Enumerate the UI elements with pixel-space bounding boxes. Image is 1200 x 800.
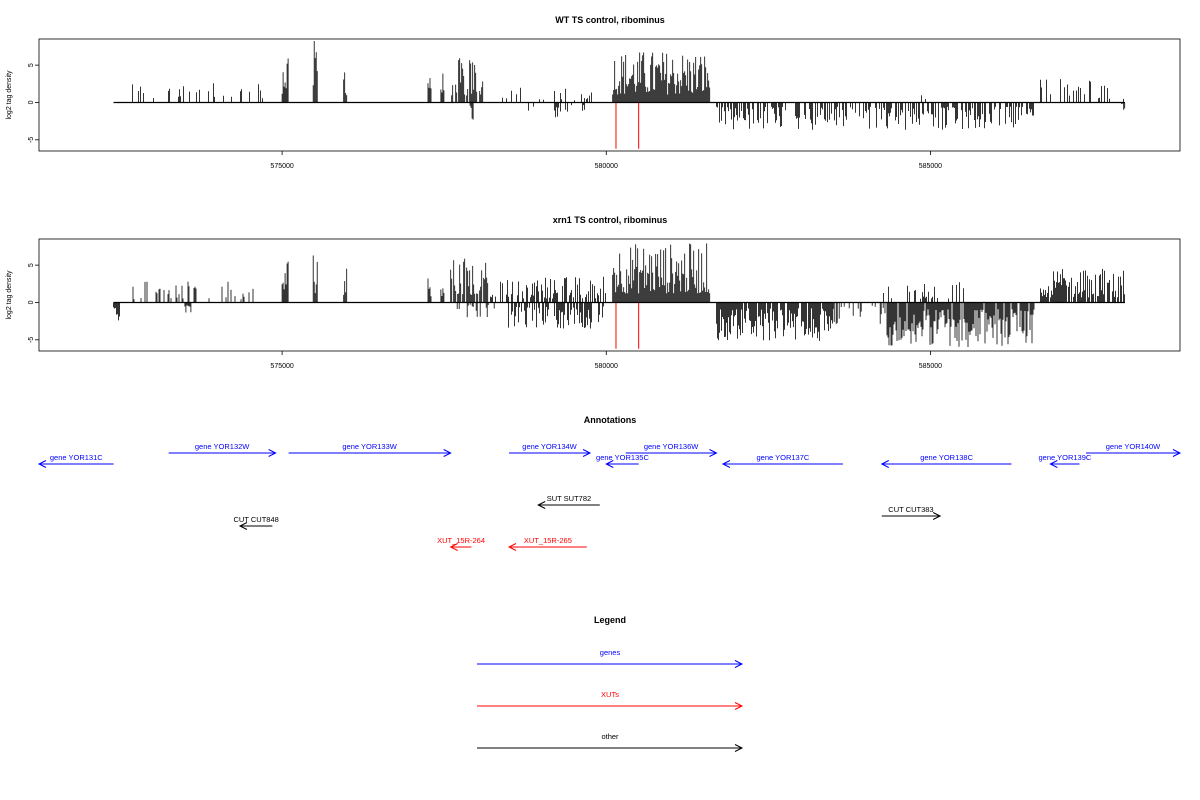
annotation-label: gene YOR140W [1106,442,1161,451]
annotation-feature: gene YOR140W [1085,442,1182,457]
y-tick-label: 0 [28,300,35,304]
annotation-arrow-head [443,449,452,457]
annotation-arrow-head [709,449,718,457]
annotation-label: XUT_15R-265 [524,536,572,545]
xrn1-coverage-panel: xrn1 TS control, ribominus log2 tag dens… [6,215,1181,370]
legend-arrow-head [734,744,744,752]
annotation-label: gene YOR139C [1039,453,1092,462]
xrn1-ticks-layer: 5 0 -5 575000 580000 585000 [28,263,942,370]
annotation-feature: CUT CUT383 [881,505,942,520]
annotation-arrow-head [880,460,890,468]
annotation-arrow-head [507,543,517,551]
annotation-label: gene YOR133W [342,442,397,451]
wt-bars-layer [113,41,1126,149]
annotation-arrow-head [932,512,942,520]
annotation-arrow-head [1172,449,1182,457]
x-tick-label: 575000 [270,363,293,370]
annotation-feature: gene YOR133W [288,442,452,457]
y-tick-label: 5 [28,63,35,67]
legend-label: XUTs [601,690,619,699]
annotation-arrow-head [37,460,47,468]
legend-panel: Legend genes XUTs other [477,615,744,752]
annotation-label: gene YOR131C [50,453,103,462]
annotation-arrow-head [449,543,458,551]
legend-label: genes [600,648,621,657]
annotation-arrow-head [582,449,592,457]
xrn1-plot-frame [38,238,1181,352]
annotation-arrow-head [238,522,248,530]
annotation-label: gene YOR135C [596,453,649,462]
x-tick-label: 580000 [595,363,618,370]
wt-ticks-layer: 5 0 -5 575000 580000 585000 [28,63,942,170]
wt-panel-title: WT TS control, ribominus [555,15,665,25]
legend-item-gene: genes [477,648,744,668]
annotation-label: CUT CUT848 [234,515,279,524]
annotation-label: gene YOR138C [920,453,973,462]
y-tick-label: 5 [28,263,35,267]
x-tick-label: 575000 [270,163,293,170]
wt-plot-frame [38,38,1181,152]
annotation-feature: gene YOR138C [880,453,1012,468]
y-tick-label: 0 [28,100,35,104]
xrn1-bars-layer [113,243,1125,349]
xrn1-panel-title: xrn1 TS control, ribominus [553,215,668,225]
y-tick-label: -5 [28,337,35,343]
annotation-feature: XUT_15R-265 [507,536,587,551]
wt-coverage-panel: WT TS control, ribominus log2 tag densit… [6,15,1181,170]
xrn1-y-axis-label: log2 tag density [6,270,13,320]
annotation-feature: SUT SUT782 [537,494,600,509]
annotation-label: gene YOR137C [757,453,810,462]
legend-label: other [601,732,619,741]
annotation-arrow-head [1049,460,1058,468]
annotation-label: gene YOR134W [522,442,577,451]
annotation-arrow-head [537,501,546,509]
legend-title: Legend [594,615,626,625]
annotation-arrow-head [268,449,277,457]
annotations-title: Annotations [584,415,637,425]
legend-arrow-head [734,660,744,668]
legend-item-other: other [477,732,744,752]
annotation-arrow-head [721,460,731,468]
y-tick-label: -5 [28,137,35,143]
annotation-feature: gene YOR136W [625,442,718,457]
annotation-label: CUT CUT383 [888,505,933,514]
annotation-feature: gene YOR134W [509,442,592,457]
annotation-label: XUT_15R-264 [437,536,485,545]
x-tick-label: 585000 [919,363,942,370]
legend-items-layer: genes XUTs other [477,648,744,752]
annotation-label: SUT SUT782 [547,494,591,503]
annotation-label: gene YOR132W [195,442,250,451]
annotation-feature: gene YOR135C [596,453,649,468]
annotation-arrow-head [605,460,614,468]
annotation-feature: XUT_15R-264 [437,536,485,551]
annotation-label: gene YOR136W [644,442,699,451]
annotation-feature: gene YOR137C [721,453,843,468]
annotation-feature: gene YOR131C [37,453,114,468]
annotation-feature: gene YOR132W [168,442,277,457]
annotation-feature: CUT CUT848 [234,515,279,530]
wt-y-axis-label: log2 tag density [6,70,13,120]
annotation-feature: gene YOR139C [1039,453,1092,468]
legend-arrow-head [734,702,744,710]
annotation-features-layer: gene YOR131C gene YOR132W gene YOR133W gene… [37,442,1182,551]
legend-item-xut: XUTs [477,690,744,710]
x-tick-label: 585000 [919,163,942,170]
x-tick-label: 580000 [595,163,618,170]
